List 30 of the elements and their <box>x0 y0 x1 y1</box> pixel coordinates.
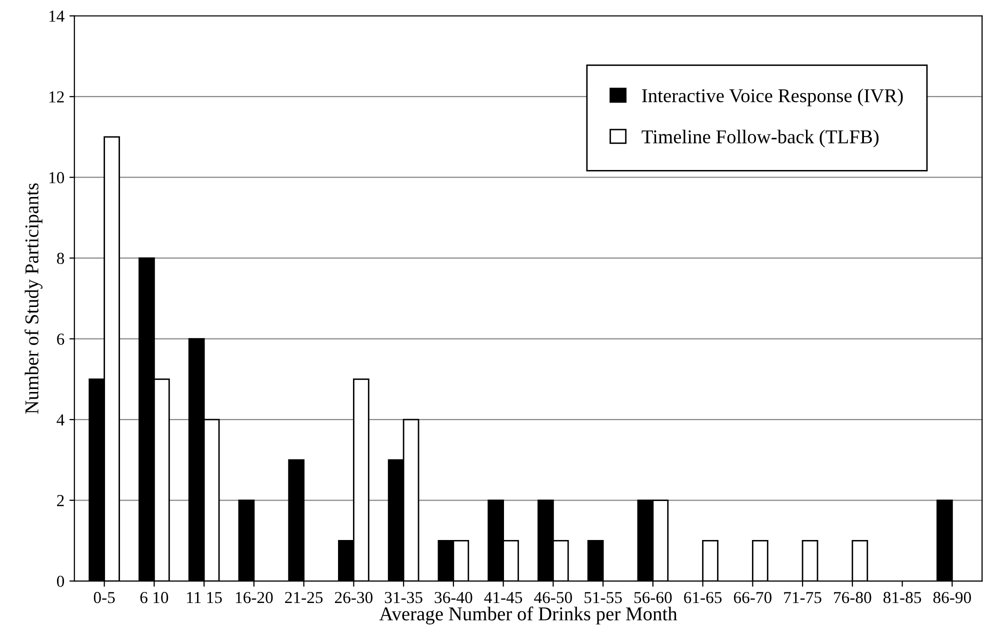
x-tick-label: 76-80 <box>834 592 872 604</box>
x-tick-label: 31-35 <box>384 592 422 604</box>
x-tick-label: 21-25 <box>285 592 323 604</box>
x-tick-label: 66-70 <box>734 592 772 604</box>
x-tick-label: 36-40 <box>434 592 472 604</box>
legend-label: Timeline Follow-back (TLFB) <box>642 130 879 148</box>
x-tick-label: 71-75 <box>784 592 822 604</box>
x-tick-label: 86-90 <box>933 592 971 604</box>
y-tick-label: 6 <box>57 334 64 345</box>
x-tick-label: 26-30 <box>334 592 372 604</box>
x-tick-label: 41-45 <box>484 592 522 604</box>
x-tick-label: 61-65 <box>684 592 722 604</box>
y-tick-label: 10 <box>49 172 64 184</box>
legend-label: Interactive Voice Response (IVR) <box>642 88 903 106</box>
x-tick-label: 16-20 <box>236 592 273 604</box>
y-tick-label: 0 <box>56 576 64 587</box>
y-tick-label: 12 <box>49 91 64 102</box>
x-tick-label: 56-60 <box>634 592 672 604</box>
x-tick-label: 0-5 <box>94 592 115 604</box>
y-axis-title: Number of Study Participants <box>24 183 42 414</box>
y-tick-label: 8 <box>56 252 64 264</box>
x-tick-label: 81-85 <box>883 592 922 604</box>
x-axis-title: Average Number of Drinks per Month <box>379 606 678 624</box>
x-tick-label: 6 10 <box>140 592 168 604</box>
y-tick-label: 14 <box>49 10 64 22</box>
y-tick-label: 2 <box>57 495 64 506</box>
x-tick-label: 51-55 <box>584 592 622 604</box>
x-tick-label: 46-50 <box>534 592 572 604</box>
x-tick-label: 11 15 <box>187 592 222 604</box>
y-tick-label: 4 <box>56 414 64 426</box>
